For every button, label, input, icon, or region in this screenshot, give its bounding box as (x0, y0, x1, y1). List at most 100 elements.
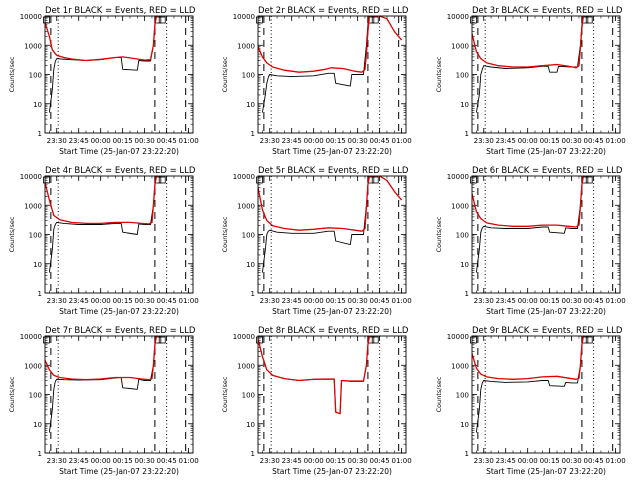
y-tick-label: 100 (456, 392, 469, 400)
x-axis-label: Start Time (25-Jan-07 23:22:20) (486, 307, 606, 316)
y-tick-label: 1 (465, 130, 469, 138)
panel-det-5: Det 5r BLACK = Events, RED = LLD Counts/s… (221, 166, 412, 316)
y-tick-label: 10 (33, 261, 42, 269)
saa-marker (367, 16, 375, 24)
y-tick-label: 100 (242, 392, 255, 400)
x-tick-label: 00:15 (326, 137, 346, 145)
y-axis-label: Counts/sec (8, 376, 16, 412)
y-tick-label: 1000 (24, 202, 42, 210)
panel-title: Det 6r BLACK = Events, RED = LLD (472, 166, 623, 176)
x-tick-label: 00:45 (370, 457, 390, 465)
plot-frame (257, 175, 407, 294)
y-tick-label: 10000 (447, 13, 469, 21)
x-tick-label: 00:30 (135, 457, 155, 465)
saa-marker (154, 16, 162, 24)
saa-marker (585, 16, 593, 24)
x-tick-label: 00:30 (348, 137, 368, 145)
x-tick-label: 23:45 (496, 137, 516, 145)
saa-marker (470, 16, 477, 24)
x-tick-label: 00:00 (91, 457, 111, 465)
x-tick-label: 00:00 (91, 137, 111, 145)
lld-series-line (472, 16, 585, 69)
x-tick-label: 00:15 (326, 457, 346, 465)
plot-frame (471, 335, 621, 454)
panel-title: Det 5r BLACK = Events, RED = LLD (258, 166, 409, 176)
panel-det-7: Det 7r BLACK = Events, RED = LLD Counts/s… (8, 326, 199, 476)
y-tick-label: 10 (33, 101, 42, 109)
plot-area (45, 176, 158, 273)
x-tick-label: 23:30 (260, 457, 280, 465)
y-tick-label: 1000 (451, 202, 469, 210)
panel-title: Det 8r BLACK = Events, RED = LLD (258, 326, 409, 336)
saa-marker (585, 176, 593, 184)
x-tick-label: 00:00 (304, 457, 324, 465)
saa-marker (43, 336, 50, 344)
x-tick-label: 00:15 (113, 297, 133, 305)
x-tick-label: 00:00 (518, 297, 538, 305)
y-tick-label: 10 (460, 261, 469, 269)
x-tick-label: 23:45 (496, 297, 516, 305)
panel-det-8: Det 8r BLACK = Events, RED = LLD Counts/s… (221, 326, 412, 476)
panel-title: Det 9r BLACK = Events, RED = LLD (472, 326, 623, 336)
y-tick-label: 1 (38, 450, 42, 458)
lld-series-line (45, 16, 158, 62)
x-tick-label: 00:45 (157, 297, 177, 305)
y-tick-label: 1 (465, 450, 469, 458)
saa-marker (581, 336, 589, 344)
y-axis-label: Counts/sec (8, 56, 16, 92)
lld-series-line (45, 336, 158, 381)
y-tick-label: 1000 (237, 42, 255, 50)
panel-title: Det 2r BLACK = Events, RED = LLD (258, 6, 409, 16)
saa-marker (371, 176, 379, 184)
x-tick-label: 01:00 (606, 457, 626, 465)
y-tick-label: 10 (246, 101, 255, 109)
y-tick-label: 10000 (20, 333, 42, 341)
saa-marker (371, 16, 379, 24)
y-tick-label: 100 (456, 72, 469, 80)
y-axis-label: Counts/sec (221, 56, 229, 92)
x-tick-label: 00:30 (348, 297, 368, 305)
y-tick-label: 100 (29, 232, 42, 240)
events-series-line (475, 336, 584, 433)
x-axis-label: Start Time (25-Jan-07 23:22:20) (486, 147, 606, 156)
y-tick-label: 1 (465, 290, 469, 298)
events-series-line (48, 16, 157, 113)
panel-title: Det 3r BLACK = Events, RED = LLD (472, 6, 623, 16)
saa-marker (158, 176, 166, 184)
events-series-line (261, 16, 370, 113)
x-tick-label: 01:00 (606, 137, 626, 145)
saa-marker (256, 176, 263, 184)
x-tick-label: 23:45 (282, 137, 302, 145)
x-tick-label: 23:45 (69, 297, 89, 305)
saa-marker (585, 336, 593, 344)
y-tick-label: 100 (29, 72, 42, 80)
events-series-line (475, 176, 584, 273)
y-tick-label: 10000 (233, 13, 255, 21)
y-tick-label: 10000 (447, 333, 469, 341)
plot-area (258, 336, 371, 415)
x-tick-label: 00:45 (584, 297, 604, 305)
x-tick-label: 00:15 (540, 137, 560, 145)
lld-series-line (472, 176, 585, 228)
plot-area (472, 336, 585, 433)
y-tick-label: 1 (251, 290, 255, 298)
plot-frame (44, 175, 194, 294)
y-tick-label: 10 (460, 101, 469, 109)
events-series-line (48, 176, 157, 273)
y-tick-label: 10000 (233, 333, 255, 341)
x-tick-label: 23:45 (69, 457, 89, 465)
saa-marker (371, 336, 379, 344)
events-series-line (475, 16, 584, 113)
panel-title: Det 7r BLACK = Events, RED = LLD (45, 326, 196, 336)
lld-series-line (258, 176, 403, 232)
x-tick-label: 23:30 (474, 457, 494, 465)
plot-frame (257, 335, 407, 454)
x-axis-label: Start Time (25-Jan-07 23:22:20) (486, 467, 606, 476)
x-tick-label: 00:30 (562, 297, 582, 305)
events-series-line (261, 176, 370, 273)
saa-marker (158, 336, 166, 344)
x-tick-label: 01:00 (179, 137, 199, 145)
y-axis-label: Counts/sec (435, 376, 443, 412)
x-tick-label: 00:45 (157, 137, 177, 145)
